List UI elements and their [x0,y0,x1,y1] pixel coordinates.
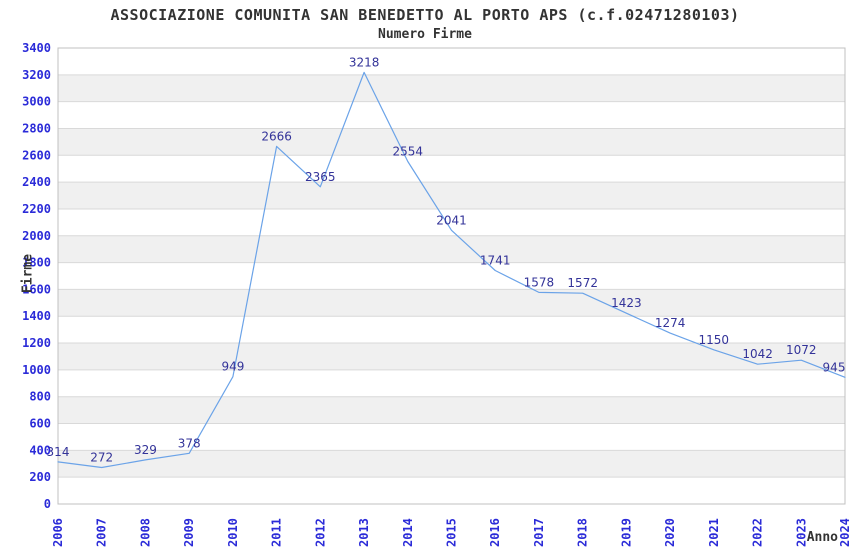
grid-band [58,182,845,209]
grid-band [58,74,845,102]
y-tick-label: 200 [29,470,51,484]
grid-band [58,450,845,478]
data-label: 1150 [699,333,730,347]
data-label: 2041 [436,213,467,227]
data-label: 314 [47,445,70,459]
data-label: 2365 [305,170,336,184]
y-tick-label: 2200 [22,202,51,216]
y-tick-label: 0 [44,497,51,511]
data-label: 1072 [786,343,817,357]
y-tick-label: 1000 [22,363,51,377]
data-label: 2666 [261,129,292,143]
data-label: 1042 [742,347,773,361]
y-tick-label: 1200 [22,336,51,350]
x-tick-label: 2022 [751,518,765,547]
chart-title: ASSOCIAZIONE COMUNITA SAN BENEDETTO AL P… [110,6,740,24]
y-tick-label: 3400 [22,41,51,55]
x-tick-label: 2010 [226,518,240,547]
data-label: 1578 [524,275,555,289]
x-tick-label: 2006 [51,518,65,547]
y-tick-label: 1600 [22,282,51,296]
data-label: 1572 [567,276,598,290]
y-tick-label: 1400 [22,309,51,323]
data-label: 378 [178,436,201,450]
y-tick-label: 2800 [22,122,51,136]
series-line [57,71,846,469]
x-tick-label: 2024 [838,518,850,547]
x-tick-label: 2007 [95,518,109,547]
data-label: 1423 [611,296,642,310]
plot-border [57,47,846,505]
data-label: 945 [823,360,846,374]
data-label: 329 [134,443,157,457]
grid-band [58,128,845,156]
y-tick-label: 1800 [22,256,51,270]
x-tick-label: 2011 [270,518,284,547]
x-tick-label: 2015 [445,518,459,547]
y-tick-label: 800 [29,390,51,404]
x-tick-label: 2012 [313,518,327,547]
data-label: 1741 [480,254,511,268]
data-label: 2554 [393,145,424,159]
chart-subtitle: Numero Firme [378,27,472,42]
x-tick-label: 2016 [488,518,502,547]
y-tick-label: 2000 [22,229,51,243]
y-tick-label: 3000 [22,95,51,109]
x-tick-label: 2009 [182,518,196,547]
y-tick-label: 600 [29,417,51,431]
data-label: 1274 [655,316,686,330]
data-label: 949 [221,360,244,374]
x-tick-label: 2018 [576,518,590,547]
x-tick-label: 2013 [357,518,371,547]
x-tick-label: 2020 [663,518,677,547]
x-tick-label: 2021 [707,518,721,547]
x-tick-label: 2014 [401,518,415,547]
x-tick-label: 2017 [532,518,546,547]
data-label: 272 [90,451,113,465]
grid-band [58,289,845,317]
x-axis-title: Anno [806,530,838,545]
y-tick-label: 2600 [22,148,51,162]
y-tick-label: 2400 [22,175,51,189]
x-tick-label: 2008 [138,518,152,547]
y-axis-title: Firme [20,253,36,294]
x-tick-label: 2019 [619,518,633,547]
grid-band [58,343,845,370]
y-tick-label: 400 [29,443,51,457]
x-tick-label: 2023 [794,518,808,547]
grid-band [58,235,845,263]
data-label: 3218 [349,55,380,69]
y-tick-label: 3200 [22,68,51,82]
grid-band [58,396,845,424]
